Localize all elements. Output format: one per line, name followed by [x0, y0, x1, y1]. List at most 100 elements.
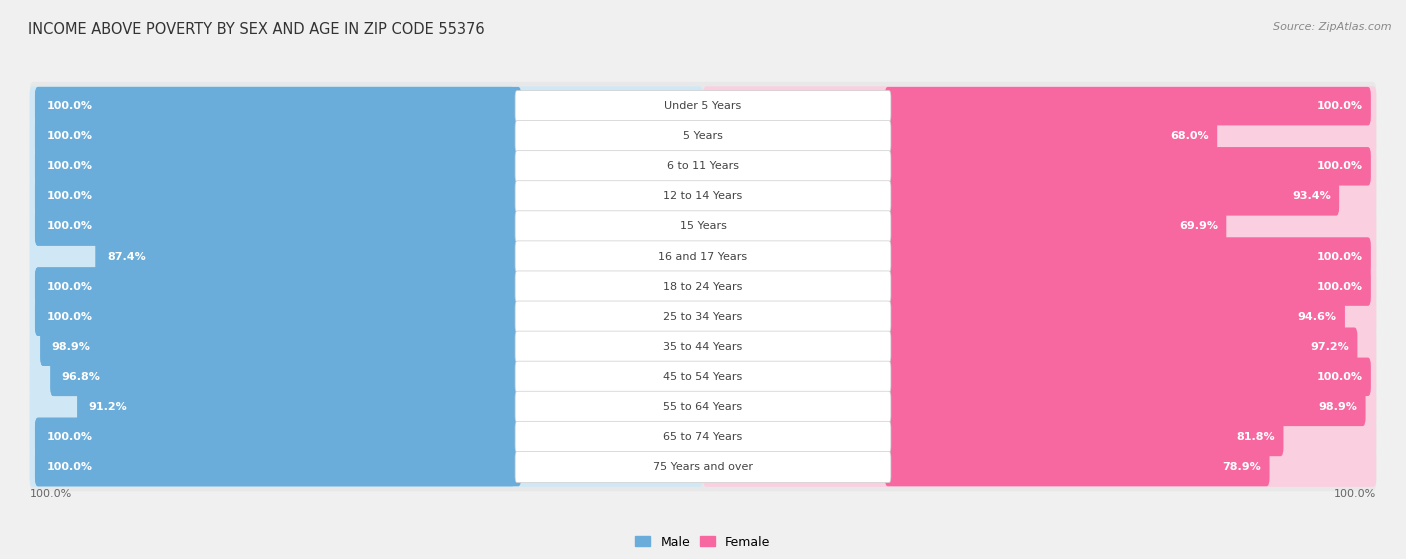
Text: 18 to 24 Years: 18 to 24 Years: [664, 282, 742, 292]
FancyBboxPatch shape: [30, 292, 1376, 341]
Text: 98.9%: 98.9%: [1319, 402, 1357, 412]
FancyBboxPatch shape: [30, 177, 703, 216]
Text: 100.0%: 100.0%: [46, 101, 93, 111]
Text: 100.0%: 100.0%: [1334, 489, 1376, 499]
FancyBboxPatch shape: [884, 177, 1339, 216]
Text: 45 to 54 Years: 45 to 54 Years: [664, 372, 742, 382]
Text: Source: ZipAtlas.com: Source: ZipAtlas.com: [1274, 22, 1392, 32]
FancyBboxPatch shape: [515, 211, 891, 242]
FancyBboxPatch shape: [30, 413, 1376, 461]
FancyBboxPatch shape: [703, 236, 1376, 276]
FancyBboxPatch shape: [703, 146, 1376, 186]
FancyBboxPatch shape: [515, 331, 891, 362]
FancyBboxPatch shape: [35, 418, 515, 456]
FancyBboxPatch shape: [884, 267, 1371, 306]
FancyBboxPatch shape: [35, 418, 522, 456]
FancyBboxPatch shape: [35, 207, 522, 246]
Text: 93.4%: 93.4%: [1292, 191, 1331, 201]
Text: 98.9%: 98.9%: [52, 342, 90, 352]
Text: 100.0%: 100.0%: [46, 221, 93, 231]
FancyBboxPatch shape: [703, 417, 1376, 457]
FancyBboxPatch shape: [35, 117, 515, 155]
FancyBboxPatch shape: [30, 417, 703, 457]
FancyBboxPatch shape: [35, 147, 515, 186]
FancyBboxPatch shape: [30, 146, 703, 186]
FancyBboxPatch shape: [30, 357, 703, 397]
Text: 100.0%: 100.0%: [1316, 372, 1362, 382]
FancyBboxPatch shape: [30, 112, 1376, 160]
Text: 5 Years: 5 Years: [683, 131, 723, 141]
FancyBboxPatch shape: [30, 443, 1376, 491]
FancyBboxPatch shape: [96, 237, 515, 276]
FancyBboxPatch shape: [884, 147, 1371, 186]
FancyBboxPatch shape: [30, 267, 703, 306]
FancyBboxPatch shape: [515, 271, 891, 302]
Text: 6 to 11 Years: 6 to 11 Years: [666, 162, 740, 171]
FancyBboxPatch shape: [884, 87, 1371, 125]
Text: 100.0%: 100.0%: [1316, 282, 1362, 292]
FancyBboxPatch shape: [703, 177, 1376, 216]
Text: 100.0%: 100.0%: [46, 462, 93, 472]
FancyBboxPatch shape: [35, 147, 522, 186]
FancyBboxPatch shape: [703, 357, 1376, 397]
FancyBboxPatch shape: [703, 207, 1376, 247]
Text: Under 5 Years: Under 5 Years: [665, 101, 741, 111]
FancyBboxPatch shape: [30, 142, 1376, 191]
FancyBboxPatch shape: [35, 448, 522, 486]
Text: 16 and 17 Years: 16 and 17 Years: [658, 252, 748, 262]
Text: 91.2%: 91.2%: [89, 402, 128, 412]
FancyBboxPatch shape: [515, 451, 891, 482]
FancyBboxPatch shape: [35, 267, 522, 306]
FancyBboxPatch shape: [515, 421, 891, 453]
Text: 100.0%: 100.0%: [46, 191, 93, 201]
FancyBboxPatch shape: [35, 207, 515, 246]
FancyBboxPatch shape: [30, 323, 1376, 371]
FancyBboxPatch shape: [30, 172, 1376, 221]
Text: INCOME ABOVE POVERTY BY SEX AND AGE IN ZIP CODE 55376: INCOME ABOVE POVERTY BY SEX AND AGE IN Z…: [28, 22, 485, 37]
FancyBboxPatch shape: [35, 177, 515, 216]
Text: 100.0%: 100.0%: [46, 131, 93, 141]
Legend: Male, Female: Male, Female: [630, 530, 776, 553]
Text: 87.4%: 87.4%: [107, 252, 146, 262]
FancyBboxPatch shape: [30, 116, 703, 156]
FancyBboxPatch shape: [515, 151, 891, 182]
FancyBboxPatch shape: [515, 121, 891, 152]
FancyBboxPatch shape: [30, 86, 703, 126]
FancyBboxPatch shape: [515, 181, 891, 212]
Text: 68.0%: 68.0%: [1170, 131, 1209, 141]
Text: 12 to 14 Years: 12 to 14 Years: [664, 191, 742, 201]
FancyBboxPatch shape: [35, 87, 522, 125]
Text: 81.8%: 81.8%: [1237, 432, 1275, 442]
FancyBboxPatch shape: [884, 418, 1284, 456]
Text: 69.9%: 69.9%: [1180, 221, 1218, 231]
FancyBboxPatch shape: [703, 267, 1376, 306]
FancyBboxPatch shape: [35, 297, 515, 336]
FancyBboxPatch shape: [884, 387, 1365, 426]
FancyBboxPatch shape: [30, 262, 1376, 311]
FancyBboxPatch shape: [30, 232, 1376, 281]
FancyBboxPatch shape: [884, 448, 1270, 486]
FancyBboxPatch shape: [35, 448, 515, 486]
FancyBboxPatch shape: [30, 82, 1376, 131]
FancyBboxPatch shape: [884, 207, 1226, 246]
Text: 100.0%: 100.0%: [46, 432, 93, 442]
Text: 100.0%: 100.0%: [30, 489, 72, 499]
FancyBboxPatch shape: [884, 237, 1371, 276]
Text: 100.0%: 100.0%: [46, 162, 93, 171]
Text: 94.6%: 94.6%: [1298, 312, 1337, 321]
Text: 100.0%: 100.0%: [46, 282, 93, 292]
Text: 65 to 74 Years: 65 to 74 Years: [664, 432, 742, 442]
FancyBboxPatch shape: [30, 387, 703, 427]
FancyBboxPatch shape: [30, 207, 703, 247]
FancyBboxPatch shape: [35, 117, 522, 155]
FancyBboxPatch shape: [30, 327, 703, 367]
FancyBboxPatch shape: [96, 237, 522, 276]
FancyBboxPatch shape: [884, 117, 1218, 155]
FancyBboxPatch shape: [30, 236, 703, 276]
FancyBboxPatch shape: [703, 297, 1376, 337]
Text: 78.9%: 78.9%: [1223, 462, 1261, 472]
Text: 100.0%: 100.0%: [1316, 101, 1362, 111]
FancyBboxPatch shape: [703, 387, 1376, 427]
Text: 100.0%: 100.0%: [1316, 252, 1362, 262]
Text: 35 to 44 Years: 35 to 44 Years: [664, 342, 742, 352]
